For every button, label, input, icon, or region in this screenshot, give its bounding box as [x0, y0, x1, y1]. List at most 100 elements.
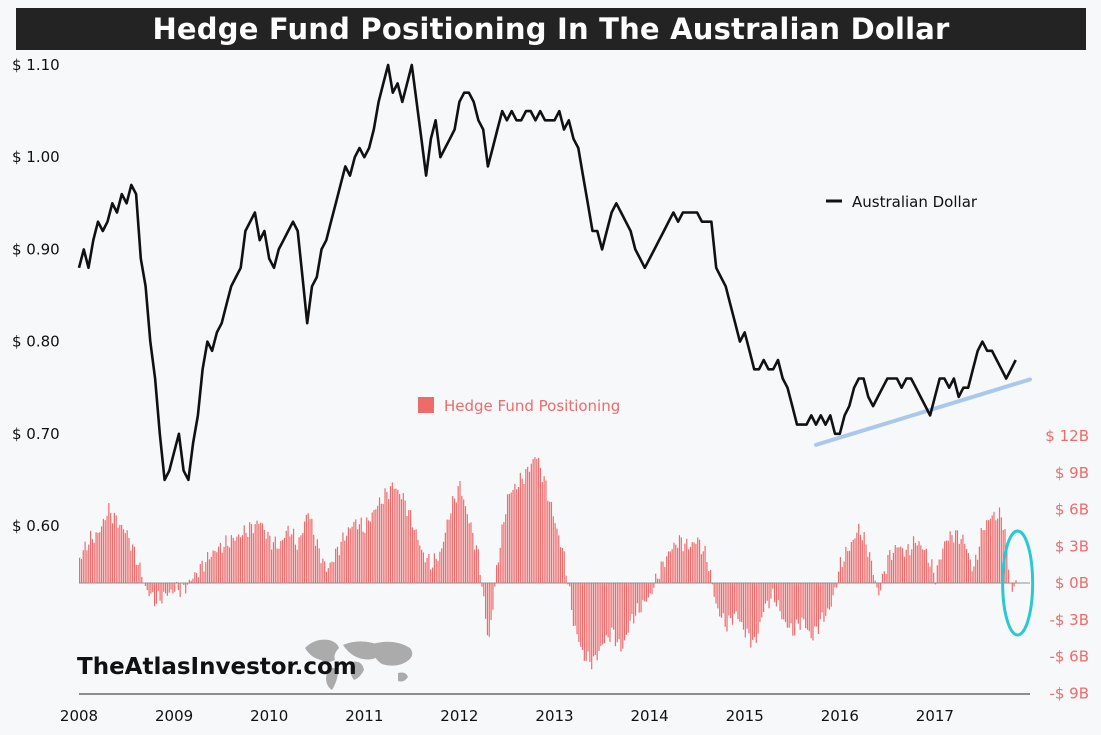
hedge-fund-bar — [969, 559, 971, 583]
hedge-fund-bar — [475, 545, 478, 583]
hedge-fund-bar — [291, 534, 293, 583]
hedge-fund-bar — [688, 549, 690, 583]
hedge-fund-bar — [322, 558, 324, 583]
hedge-fund-bar — [514, 483, 516, 583]
hedge-fund-bar — [947, 540, 949, 583]
hedge-fund-bar — [836, 583, 838, 588]
hedge-fund-bar — [944, 541, 946, 583]
hedge-fund-bar — [797, 583, 799, 624]
hedge-fund-bar — [450, 513, 452, 583]
hedge-fund-bar — [1000, 517, 1002, 583]
hedge-fund-bar — [790, 583, 792, 624]
hedge-fund-bar — [305, 514, 307, 583]
x-tick-label: 2014 — [631, 707, 669, 725]
hedge-fund-bar — [300, 535, 302, 583]
hedge-fund-bar — [483, 583, 485, 597]
hedge-fund-bar — [320, 563, 322, 583]
hedge-fund-bar — [91, 539, 93, 583]
hedge-fund-bar — [547, 500, 549, 583]
hedge-fund-bar — [1008, 569, 1010, 583]
hedge-fund-bar — [296, 549, 298, 583]
hedge-fund-bar — [997, 518, 999, 583]
hedge-fund-bar — [620, 583, 622, 652]
hedge-fund-bar — [384, 488, 386, 583]
hedge-fund-bar — [843, 561, 845, 583]
hedge-fund-bar — [907, 544, 909, 583]
hedge-fund-bar — [115, 515, 117, 583]
hedge-fund-bar — [380, 503, 382, 583]
hedge-fund-bar — [188, 579, 190, 583]
hedge-fund-bar — [525, 469, 527, 583]
hedge-fund-bar — [589, 583, 591, 662]
hedge-fund-bar — [461, 495, 463, 583]
hedge-fund-bar — [128, 537, 130, 583]
hedge-fund-bar — [415, 529, 417, 583]
hedge-fund-bar — [393, 488, 395, 583]
hedge-fund-bar — [486, 583, 489, 636]
hedge-fund-bar — [702, 551, 704, 583]
hedge-fund-bar — [468, 523, 470, 583]
hedge-fund-bar — [592, 583, 595, 657]
hedge-fund-bar — [614, 583, 617, 647]
hedge-fund-bar — [238, 534, 240, 583]
hedge-fund-bar — [649, 583, 651, 594]
hedge-fund-bar — [819, 583, 821, 620]
hedge-fund-bar — [1013, 583, 1015, 587]
legend-square-swatch — [418, 397, 434, 413]
hedge-fund-bar — [585, 583, 587, 662]
hedge-fund-bar — [199, 564, 201, 583]
hedge-fund-bar — [900, 546, 902, 583]
hedge-fund-bar — [313, 534, 315, 583]
hedge-fund-bar — [914, 542, 916, 583]
hedge-fund-bar — [172, 583, 174, 594]
hedge-fund-bar — [713, 583, 715, 597]
hedge-fund-bar — [874, 580, 876, 583]
hedge-fund-bar-series — [79, 457, 1017, 670]
australian-dollar-line — [77, 63, 1017, 482]
hedge-fund-bar — [741, 583, 743, 623]
hedge-fund-bar — [629, 583, 631, 621]
hedge-fund-bar — [638, 583, 640, 613]
x-tick-label: 2009 — [155, 707, 193, 725]
hedge-fund-bar — [845, 546, 847, 583]
hedge-fund-bar — [280, 540, 282, 583]
hedge-fund-bar — [342, 532, 344, 583]
hedge-fund-bar — [675, 544, 677, 583]
hedge-fund-bar — [762, 583, 765, 613]
hedge-fund-bar — [298, 537, 300, 583]
hedge-fund-bar — [516, 489, 518, 583]
hedge-fund-bar — [651, 583, 653, 595]
hedge-fund-bar — [605, 583, 607, 636]
hedge-fund-bar — [210, 556, 212, 583]
hedge-fund-bar — [261, 523, 264, 583]
hedge-fund-bar — [580, 583, 582, 647]
hedge-fund-bar — [444, 532, 446, 583]
hedge-fund-bar — [567, 583, 569, 585]
hedge-fund-bar — [441, 548, 443, 583]
hedge-fund-bar — [677, 547, 679, 583]
hedge-fund-bar — [816, 583, 818, 627]
hedge-fund-bar — [627, 583, 629, 633]
hedge-fund-bar — [490, 583, 492, 621]
hedge-fund-bar — [157, 583, 159, 592]
hedge-fund-bar — [369, 521, 371, 583]
legend-label-australian-dollar: Australian Dollar — [852, 193, 978, 211]
hedge-fund-bar — [230, 535, 232, 583]
hedge-fund-bar — [645, 583, 648, 602]
hedge-fund-bar — [933, 572, 935, 583]
hedge-fund-bar — [130, 550, 132, 583]
hedge-fund-bar — [788, 583, 790, 628]
hedge-fund-bar — [689, 546, 692, 583]
hedge-fund-bar — [1006, 543, 1008, 583]
hedge-fund-bar — [417, 539, 419, 583]
hedge-fund-bar — [770, 583, 772, 599]
hedge-fund-bar — [358, 524, 361, 583]
hedge-fund-bar — [166, 583, 168, 596]
hedge-fund-bar — [424, 562, 426, 583]
hedge-fund-bar — [133, 546, 136, 583]
hedge-fund-bar — [446, 519, 448, 583]
hedge-fund-bar — [437, 560, 439, 583]
hedge-fund-bar — [530, 463, 532, 583]
hedge-fund-bar — [792, 583, 794, 636]
hedge-fund-bar — [375, 509, 377, 583]
